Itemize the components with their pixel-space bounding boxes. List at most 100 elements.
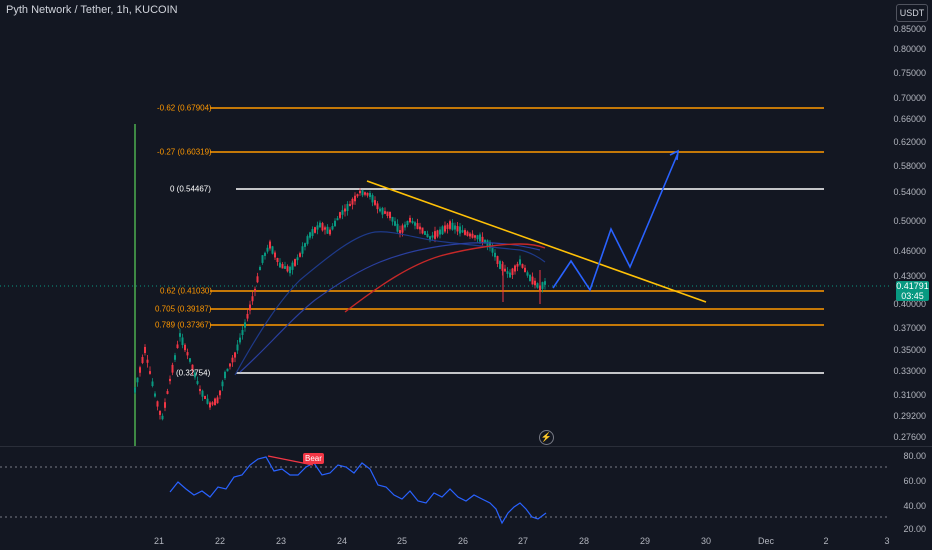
candle-body bbox=[161, 415, 164, 420]
price-tick: 0.35000 bbox=[893, 345, 926, 355]
candle-body bbox=[354, 195, 356, 202]
candle-body bbox=[176, 344, 179, 349]
price-tick: 0.85000 bbox=[893, 24, 926, 34]
fib-label-0-789: 0.789 (0.37367) bbox=[155, 320, 212, 330]
candle-body bbox=[141, 357, 144, 363]
candle-body bbox=[346, 203, 349, 212]
candle-body bbox=[264, 252, 266, 256]
candle-body bbox=[151, 381, 154, 387]
candle-body bbox=[299, 253, 301, 257]
candle-body bbox=[409, 217, 411, 223]
candle-body bbox=[239, 337, 241, 343]
candle-body bbox=[496, 256, 499, 264]
candle-body bbox=[421, 227, 424, 234]
candle-body bbox=[541, 282, 544, 289]
bar-countdown: 03:45 bbox=[901, 291, 924, 301]
candle-body bbox=[529, 275, 531, 281]
lightning-icon[interactable]: ⚡ bbox=[539, 430, 554, 445]
candle-body bbox=[511, 268, 514, 275]
candle-body bbox=[531, 276, 534, 285]
candle-body bbox=[194, 372, 196, 378]
price-tick: 0.27600 bbox=[893, 432, 926, 442]
time-tick: 28 bbox=[578, 536, 590, 546]
candle-body bbox=[494, 252, 496, 258]
candle-body bbox=[189, 358, 191, 362]
candle-body bbox=[344, 208, 346, 212]
candle-body bbox=[251, 296, 254, 302]
candle-body bbox=[359, 190, 361, 194]
candle-body bbox=[216, 397, 219, 404]
candle-body bbox=[441, 226, 444, 235]
price-chart[interactable] bbox=[0, 0, 890, 446]
candle-body bbox=[516, 263, 519, 267]
candle-body bbox=[324, 227, 326, 230]
price-tick: 0.66000 bbox=[893, 114, 926, 124]
candle-body bbox=[356, 194, 359, 197]
candle-body bbox=[416, 223, 419, 229]
candle-body bbox=[169, 378, 171, 382]
price-tick: 0.29200 bbox=[893, 411, 926, 421]
fib-label-minus-0-27: -0.27 (0.60319) bbox=[157, 147, 212, 157]
price-tick: 0.62000 bbox=[893, 137, 926, 147]
candle-body bbox=[294, 259, 296, 266]
candle-body bbox=[369, 193, 371, 197]
pane-separator[interactable] bbox=[0, 446, 932, 447]
price-projection-path[interactable] bbox=[552, 152, 679, 292]
candle-body bbox=[244, 322, 246, 328]
candle-body bbox=[284, 266, 286, 269]
price-tick: 0.75000 bbox=[893, 68, 926, 78]
candle-body bbox=[224, 371, 226, 379]
candle-body bbox=[219, 390, 221, 396]
time-tick: 3 bbox=[884, 536, 890, 546]
candle-body bbox=[364, 192, 366, 195]
candle-body bbox=[334, 220, 336, 227]
candle-body bbox=[314, 227, 316, 233]
candle-body bbox=[274, 252, 276, 258]
candle-body bbox=[399, 230, 401, 234]
fib-label-1: (0.32754) bbox=[176, 368, 211, 378]
fib-label-0-705: 0.705 (0.39187) bbox=[155, 304, 212, 314]
time-tick: 25 bbox=[396, 536, 408, 546]
candle-body bbox=[164, 402, 166, 408]
candle-body bbox=[391, 216, 394, 222]
candle-body bbox=[394, 221, 396, 226]
candle-body bbox=[139, 367, 141, 373]
candle-body bbox=[396, 223, 399, 232]
currency-button[interactable]: USDT bbox=[896, 4, 928, 22]
price-tick: 0.54000 bbox=[893, 187, 926, 197]
candle-body bbox=[249, 304, 251, 311]
descending-trendline[interactable] bbox=[366, 180, 707, 303]
candle-body bbox=[351, 198, 354, 205]
candle-body bbox=[186, 352, 189, 356]
candle-body bbox=[206, 398, 209, 404]
candle-body bbox=[336, 218, 339, 221]
time-axis[interactable]: 21 22 23 24 25 26 27 28 29 30 Dec 2 3 bbox=[0, 533, 932, 550]
candle-body bbox=[326, 226, 329, 234]
candle-body bbox=[171, 364, 174, 373]
candle-body bbox=[229, 363, 231, 367]
rsi-tick: 60.00 bbox=[903, 476, 926, 486]
rsi-pane[interactable] bbox=[0, 447, 890, 533]
candle-body bbox=[436, 230, 439, 237]
candle-body bbox=[271, 246, 274, 254]
time-tick: 2 bbox=[823, 536, 829, 546]
candle-body bbox=[444, 225, 446, 232]
candle-body bbox=[279, 262, 281, 268]
candle-body bbox=[366, 192, 369, 196]
time-tick: 27 bbox=[517, 536, 529, 546]
candle-body bbox=[446, 224, 449, 229]
candle-body bbox=[384, 211, 386, 214]
candle-body bbox=[476, 235, 479, 240]
candle-body bbox=[159, 410, 161, 415]
candle-body bbox=[379, 208, 381, 212]
candle-body bbox=[221, 381, 224, 387]
price-tick: 0.33000 bbox=[893, 366, 926, 376]
fib-levels[interactable] bbox=[210, 107, 824, 374]
candle-body bbox=[174, 355, 176, 360]
candle-body bbox=[304, 243, 306, 247]
candle-body bbox=[544, 281, 546, 285]
candle-body bbox=[311, 229, 314, 236]
fib-label-minus-0-62: -0.62 (0.67904) bbox=[157, 103, 212, 113]
candle-body bbox=[234, 352, 236, 358]
price-axis[interactable]: 0.85000 0.80000 0.75000 0.70000 0.66000 … bbox=[890, 0, 932, 534]
